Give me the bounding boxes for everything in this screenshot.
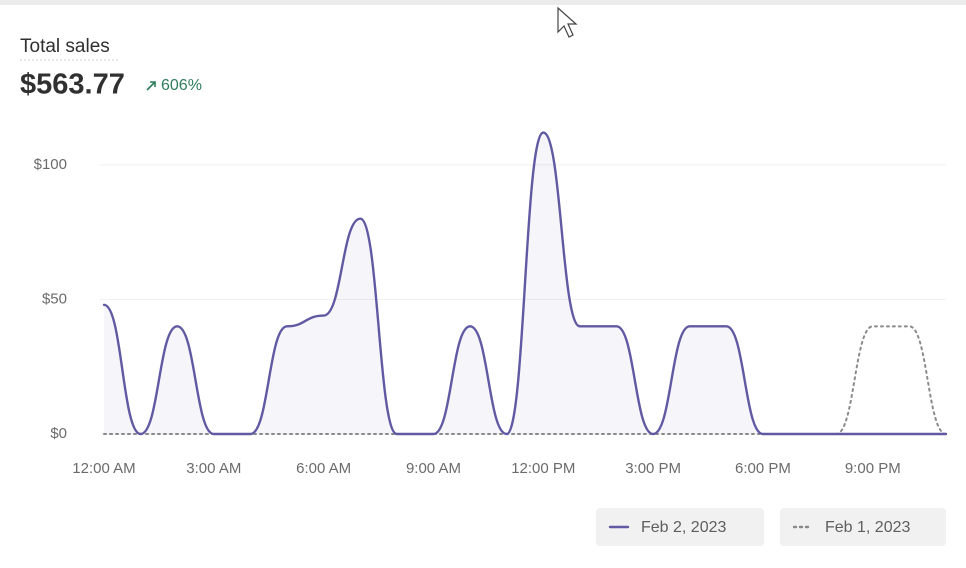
y-tick-label: $0 — [50, 425, 67, 442]
legend-label: Feb 1, 2023 — [825, 519, 911, 536]
legend-label: Feb 2, 2023 — [641, 519, 727, 536]
mouse-cursor — [557, 6, 578, 38]
x-tick-label: 3:00 PM — [625, 460, 681, 477]
change-value: 606% — [161, 77, 202, 94]
y-tick-label: $100 — [34, 156, 67, 173]
legend-item — [596, 508, 764, 546]
x-tick-label: 9:00 AM — [406, 460, 461, 477]
trend-arrow — [146, 81, 156, 91]
x-tick-label: 6:00 AM — [296, 460, 351, 477]
x-tick-label: 3:00 AM — [186, 460, 241, 477]
x-tick-label: 12:00 PM — [511, 460, 575, 477]
y-tick-label: $50 — [42, 290, 67, 307]
series-line — [102, 131, 948, 436]
total-value: $563.77 — [20, 69, 125, 101]
legend-item — [780, 508, 946, 546]
x-tick-label: 9:00 PM — [845, 460, 901, 477]
top-strip — [0, 0, 966, 5]
plot: $0 $50 $100 12:00 AM 3:00 AM 6:00 AM 9:00 AM 12… — [34, 131, 948, 546]
x-tick-label: 6:00 PM — [735, 460, 791, 477]
card-title: Total sales — [20, 36, 110, 57]
x-tick-label: 12:00 AM — [72, 460, 135, 477]
